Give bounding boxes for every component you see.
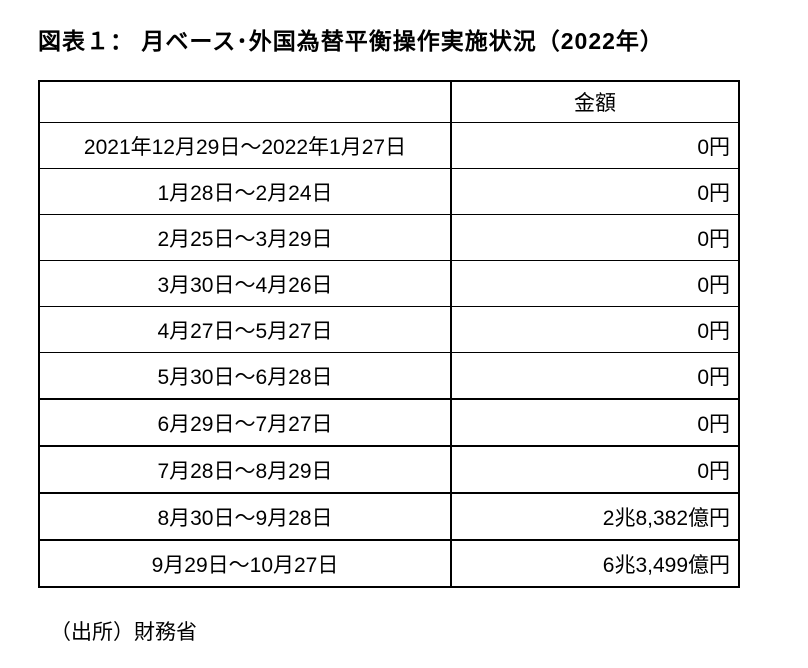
amount-cell: 0円 xyxy=(450,214,740,261)
amount-cell: 0円 xyxy=(450,306,740,353)
amount-cell: 0円 xyxy=(450,122,740,169)
table-row: 2月25日～3月29日 0円 xyxy=(38,214,740,261)
table-row: 7月28日～8月29日 0円 xyxy=(38,445,740,494)
amount-cell: 0円 xyxy=(450,398,740,447)
intervention-table: 金額 2021年12月29日～2022年1月27日 0円 1月28日～2月24日… xyxy=(38,80,740,588)
figure-title: 図表１： 月ベース･外国為替平衡操作実施状況（2022年） xyxy=(38,28,664,54)
amount-cell: 6兆3,499億円 xyxy=(450,539,740,588)
amount-cell: 0円 xyxy=(450,168,740,215)
period-cell: 4月27日～5月27日 xyxy=(38,306,452,353)
period-cell: 9月29日～10月27日 xyxy=(38,539,452,588)
amount-cell: 0円 xyxy=(450,260,740,307)
period-cell: 3月30日～4月26日 xyxy=(38,260,452,307)
source-note: （出所）財務省 xyxy=(50,621,197,644)
period-cell: 8月30日～9月28日 xyxy=(38,492,452,541)
table-row: 9月29日～10月27日 6兆3,499億円 xyxy=(38,539,740,588)
period-cell: 5月30日～6月28日 xyxy=(38,352,452,400)
period-cell: 7月28日～8月29日 xyxy=(38,445,452,494)
table-header-row: 金額 xyxy=(38,80,740,123)
period-cell: 2021年12月29日～2022年1月27日 xyxy=(38,122,452,169)
table-row: 1月28日～2月24日 0円 xyxy=(38,168,740,215)
table-row: 4月27日～5月27日 0円 xyxy=(38,306,740,353)
table-row: 6月29日～7月27日 0円 xyxy=(38,398,740,447)
period-cell: 1月28日～2月24日 xyxy=(38,168,452,215)
table-row: 8月30日～9月28日 2兆8,382億円 xyxy=(38,492,740,541)
table-row: 2021年12月29日～2022年1月27日 0円 xyxy=(38,122,740,169)
header-period-cell xyxy=(38,80,452,123)
table-row: 3月30日～4月26日 0円 xyxy=(38,260,740,307)
amount-cell: 0円 xyxy=(450,352,740,400)
period-cell: 6月29日～7月27日 xyxy=(38,398,452,447)
amount-cell: 2兆8,382億円 xyxy=(450,492,740,541)
period-cell: 2月25日～3月29日 xyxy=(38,214,452,261)
header-amount-cell: 金額 xyxy=(450,80,740,123)
amount-cell: 0円 xyxy=(450,445,740,494)
table-row: 5月30日～6月28日 0円 xyxy=(38,352,740,400)
